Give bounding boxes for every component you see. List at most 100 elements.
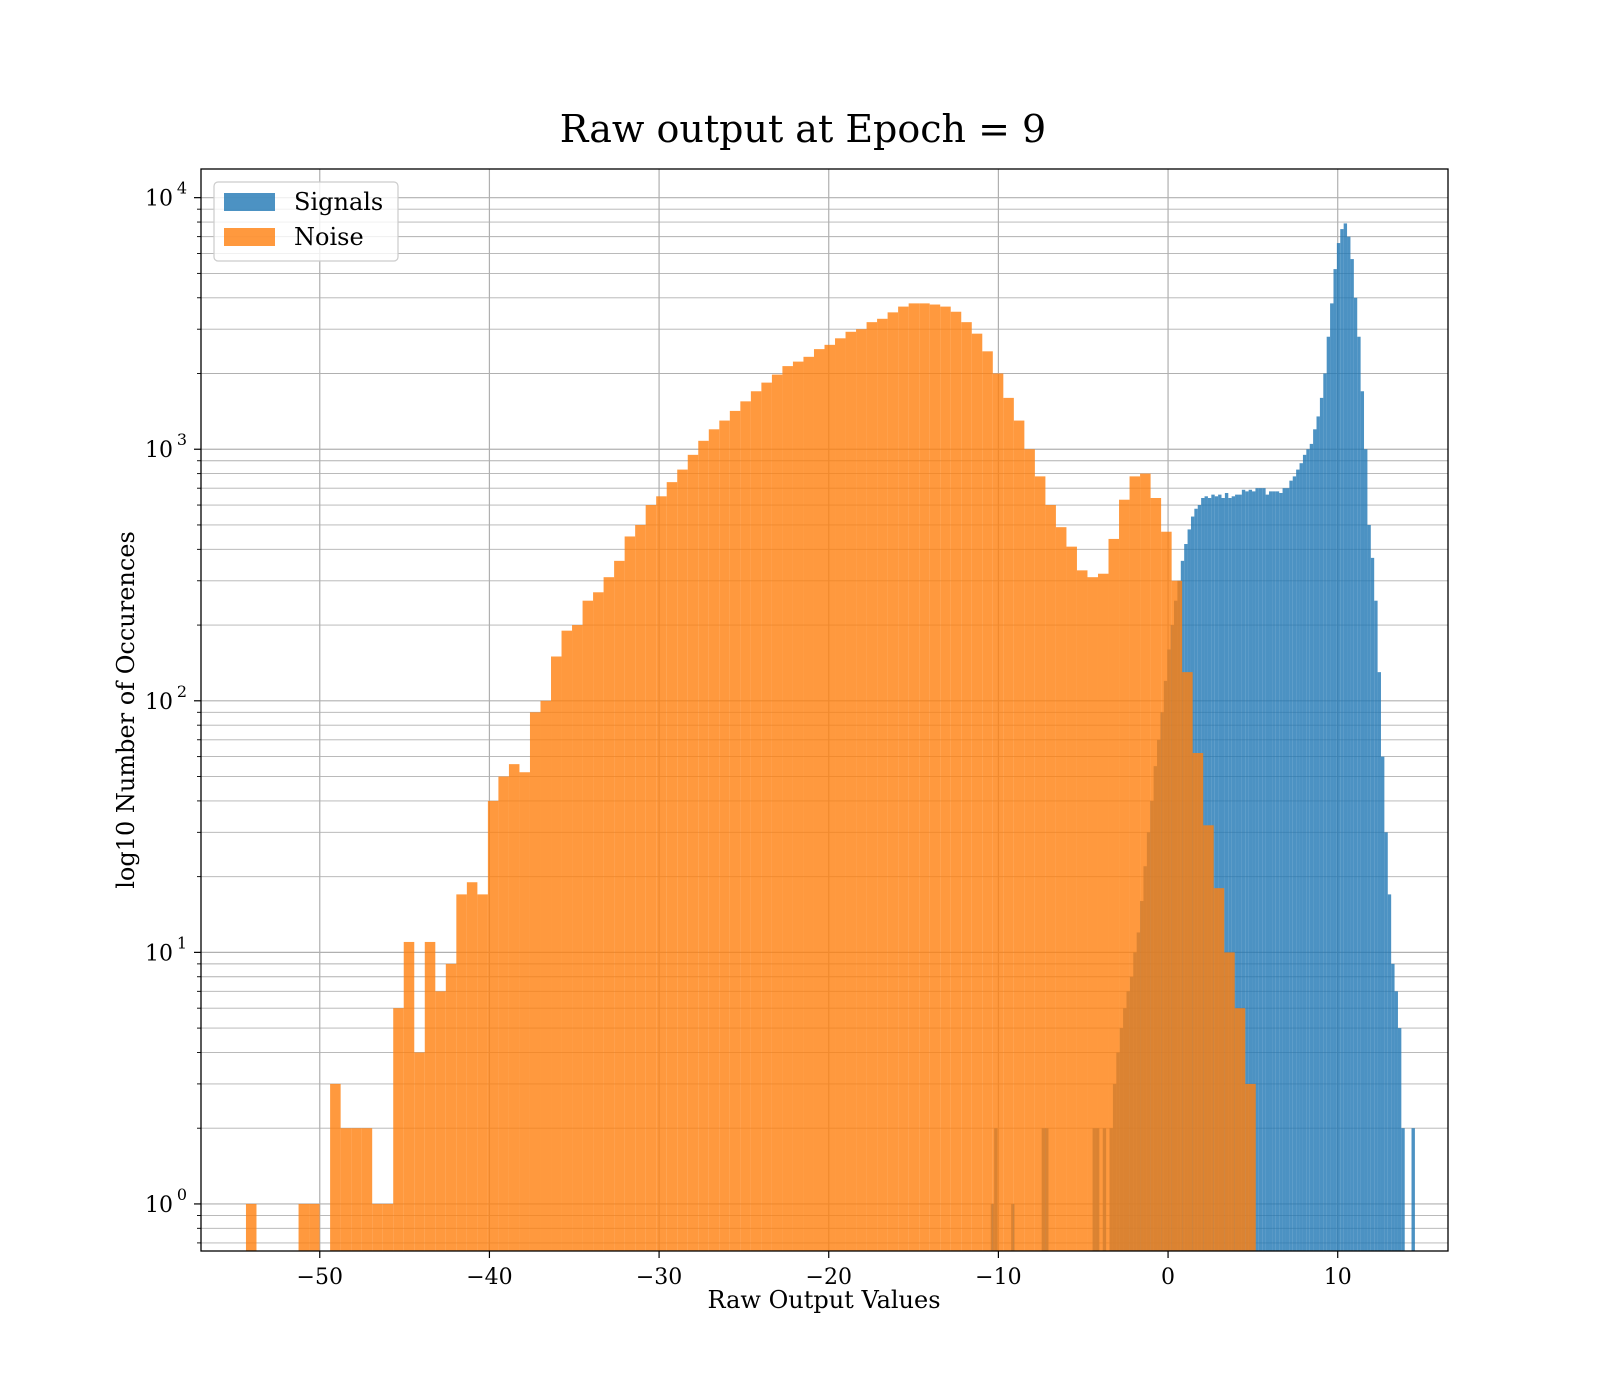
histogram-bar-noise: [361, 1128, 373, 1251]
x-tick-label: −30: [636, 1265, 682, 1290]
histogram-bar-noise: [1119, 499, 1130, 1252]
histogram-bar-signals: [1384, 832, 1388, 1251]
histogram-bar-noise: [1034, 476, 1046, 1251]
histogram-bar-signals: [1262, 488, 1266, 1251]
histogram-bar-noise: [1245, 1083, 1256, 1251]
histogram-bar-noise: [508, 764, 520, 1251]
histogram-bar-noise: [614, 560, 625, 1251]
histogram-bar-signals: [1397, 1028, 1402, 1251]
histogram-bar-signals: [1241, 489, 1246, 1251]
histogram-bar-noise: [961, 322, 972, 1251]
histogram-bar-noise: [330, 1083, 341, 1251]
histogram-bar-signals: [1313, 429, 1317, 1251]
histogram-bar-noise: [677, 469, 688, 1252]
histogram-bar-noise: [393, 1008, 404, 1251]
histogram-bar-signals: [1302, 454, 1307, 1252]
histogram-bar-noise: [593, 592, 604, 1251]
histogram-bar-noise: [1140, 473, 1151, 1251]
histogram-bar-noise: [466, 882, 478, 1251]
histogram-bar-noise: [666, 482, 678, 1251]
chart-title: Raw output at Epoch = 9: [560, 107, 1046, 151]
x-tick-label: −50: [297, 1265, 343, 1290]
histogram-bar-noise: [1182, 672, 1193, 1251]
histogram-bar-noise: [950, 311, 962, 1251]
histogram-bar-noise: [498, 776, 509, 1251]
histogram-bar-noise: [1129, 476, 1141, 1251]
histogram-bar-noise: [813, 349, 825, 1251]
histogram-bar-signals: [1255, 488, 1259, 1251]
histogram-bar-noise: [245, 1203, 257, 1251]
histogram-bar-noise: [445, 963, 457, 1251]
histogram-bar-noise: [845, 331, 857, 1251]
plot-area-frame: [200, 168, 1449, 1252]
histogram-bar-noise: [971, 333, 983, 1251]
histogram-bar-signals: [1272, 491, 1276, 1251]
histogram-bar-signals: [1380, 756, 1385, 1251]
y-tick-label: 10: [145, 690, 173, 715]
histogram-bar-signals: [1374, 600, 1378, 1251]
histogram-bar-signals: [1411, 1128, 1415, 1251]
histogram-bar-noise: [624, 536, 636, 1251]
histogram-bar-signals: [1347, 236, 1351, 1251]
histogram-bar-noise: [750, 391, 762, 1251]
histogram-bar-noise: [340, 1128, 352, 1251]
histogram-bar-noise: [1234, 1008, 1246, 1251]
histogram-bar-signals: [1292, 476, 1297, 1251]
histogram-bar-signals: [1387, 894, 1392, 1251]
histogram-bar-signals: [1360, 391, 1365, 1251]
histogram-bar-noise: [1161, 531, 1172, 1251]
histogram-bar-noise: [1192, 753, 1204, 1251]
y-tick-exponent: 2: [177, 682, 187, 701]
histogram-bar-signals: [1306, 449, 1310, 1252]
histogram-bar-noise: [1066, 546, 1077, 1251]
histogram-bar-signals: [1350, 259, 1354, 1252]
histogram-bar-noise: [1024, 449, 1035, 1252]
x-tick-label: −10: [975, 1265, 1021, 1290]
histogram-bar-signals: [1221, 497, 1225, 1251]
histogram-bar-noise: [635, 524, 646, 1251]
histogram-bar-noise: [603, 577, 615, 1251]
histogram-bar-noise: [877, 318, 888, 1251]
histogram-bar-noise: [687, 454, 699, 1252]
histogram-bar-signals: [1364, 449, 1368, 1252]
histogram-bar-noise: [572, 625, 583, 1251]
histogram-bar-noise: [1055, 527, 1067, 1251]
x-tick-label: −40: [466, 1265, 512, 1290]
histogram-bar-noise: [1003, 397, 1014, 1251]
x-tick-label: 10: [1324, 1265, 1352, 1290]
histogram-bar-noise: [424, 941, 436, 1251]
histogram-bar-noise: [782, 366, 793, 1251]
histogram-bar-noise: [1224, 952, 1235, 1251]
histogram-bar-noise: [487, 800, 499, 1251]
histogram-bar-noise: [382, 1203, 394, 1251]
histogram-bar-noise: [866, 322, 878, 1251]
histogram-bar-noise: [929, 304, 941, 1251]
histogram-bar-noise: [708, 429, 720, 1251]
histogram-bar-signals: [1353, 297, 1358, 1251]
histogram-bar-signals: [1316, 416, 1320, 1251]
histogram-bar-signals: [1330, 303, 1334, 1251]
chart-legend: Signals Noise: [213, 181, 399, 262]
y-tick-label: 10: [145, 941, 173, 966]
histogram-bar-noise: [1171, 580, 1183, 1251]
y-tick-label: 10: [145, 1193, 173, 1218]
histogram-bar-signals: [1285, 488, 1290, 1251]
y-tick-label: 10: [145, 438, 173, 463]
histogram-bar-signals: [1248, 489, 1253, 1251]
legend-swatch-noise: [224, 228, 275, 246]
histogram-bar-signals: [1336, 243, 1341, 1251]
histogram-bar-signals: [1228, 497, 1232, 1251]
histogram-bar-signals: [1333, 269, 1337, 1251]
histogram-bar-noise: [456, 894, 467, 1251]
histogram-bar-signals: [1401, 1128, 1405, 1251]
histogram-bar-signals: [1289, 480, 1293, 1251]
histogram-bar-noise: [992, 373, 1004, 1251]
histogram-bar-signals: [1235, 494, 1239, 1251]
histogram-bar-noise: [1045, 505, 1056, 1251]
histogram-bar-noise: [1076, 570, 1088, 1251]
histogram-bar-signals: [1377, 672, 1381, 1251]
histogram-bar-noise: [645, 505, 657, 1251]
histogram-bar-signals: [1214, 496, 1219, 1251]
histogram-bar-signals: [1279, 492, 1283, 1251]
x-tick-label: −20: [806, 1265, 852, 1290]
